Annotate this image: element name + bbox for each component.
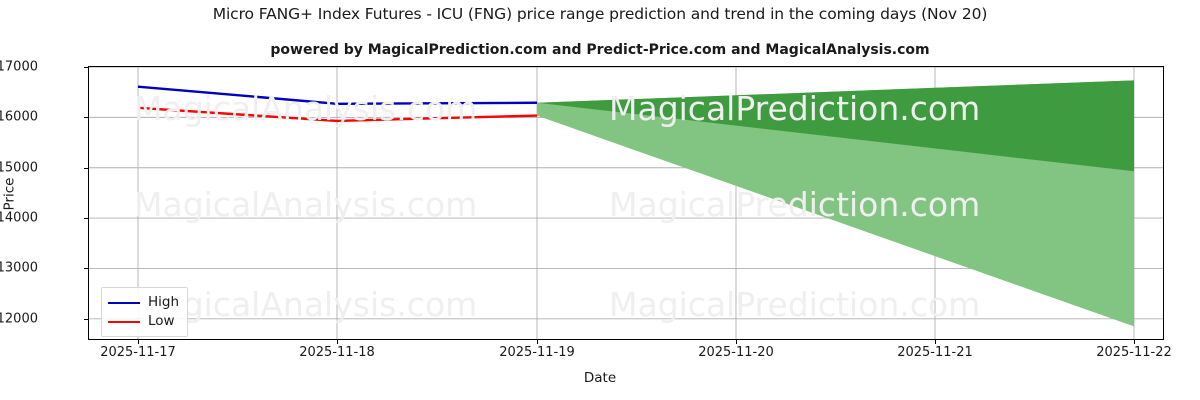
chart-title: Micro FANG+ Index Futures - ICU (FNG) pr… <box>212 5 988 23</box>
x-tick-mark <box>1134 340 1135 344</box>
legend-label: High <box>148 293 180 310</box>
y-tick-mark <box>84 218 88 220</box>
x-tick-mark <box>337 340 338 344</box>
x-tick-label: 2025-11-18 <box>299 345 375 360</box>
legend-label: Low <box>148 312 175 329</box>
x-tick-mark <box>138 340 139 344</box>
series-line-low <box>137 106 538 123</box>
x-tick-label: 2025-11-22 <box>1096 345 1172 360</box>
x-tick-label: 2025-11-20 <box>698 345 774 360</box>
y-tick-label: 14000 <box>0 210 38 226</box>
prediction-bands <box>537 80 1134 327</box>
x-tick-mark <box>537 340 538 344</box>
y-tick-mark <box>84 67 88 68</box>
y-tick-label: 13000 <box>0 260 38 276</box>
x-axis-title: Date <box>583 370 617 386</box>
series-line-high <box>137 85 538 105</box>
x-tick-label: 2025-11-19 <box>499 345 575 360</box>
x-tick-mark <box>935 340 936 344</box>
chart-canvas <box>89 67 1163 339</box>
chart-subtitle: powered by MagicalPrediction.com and Pre… <box>270 42 930 58</box>
y-tick-mark <box>84 318 88 320</box>
plot-area: MagicalAnalysis.com MagicalPrediction.com… <box>88 66 1164 340</box>
x-tick-label: 2025-11-21 <box>897 345 973 360</box>
y-tick-label: 16000 <box>0 109 38 125</box>
legend-item-low[interactable]: Low <box>108 312 179 331</box>
legend-color-swatch <box>108 320 140 323</box>
legend-item-high[interactable]: High <box>108 293 179 312</box>
y-tick-mark <box>84 167 88 169</box>
y-tick-mark <box>84 268 88 270</box>
y-axis-tick-labels: 12000 13000 14000 15000 16000 17000 <box>0 0 80 400</box>
x-tick-mark <box>736 340 737 344</box>
chart-legend: High Low <box>101 287 189 337</box>
y-tick-label: 15000 <box>0 160 38 176</box>
y-tick-label: 12000 <box>0 311 38 327</box>
legend-color-swatch <box>108 301 140 304</box>
prediction-band-inner-range <box>537 80 1134 172</box>
y-tick-mark <box>84 117 88 119</box>
data-lines <box>137 85 538 123</box>
y-tick-label: 17000 <box>0 59 38 75</box>
x-tick-label: 2025-11-17 <box>100 345 176 360</box>
